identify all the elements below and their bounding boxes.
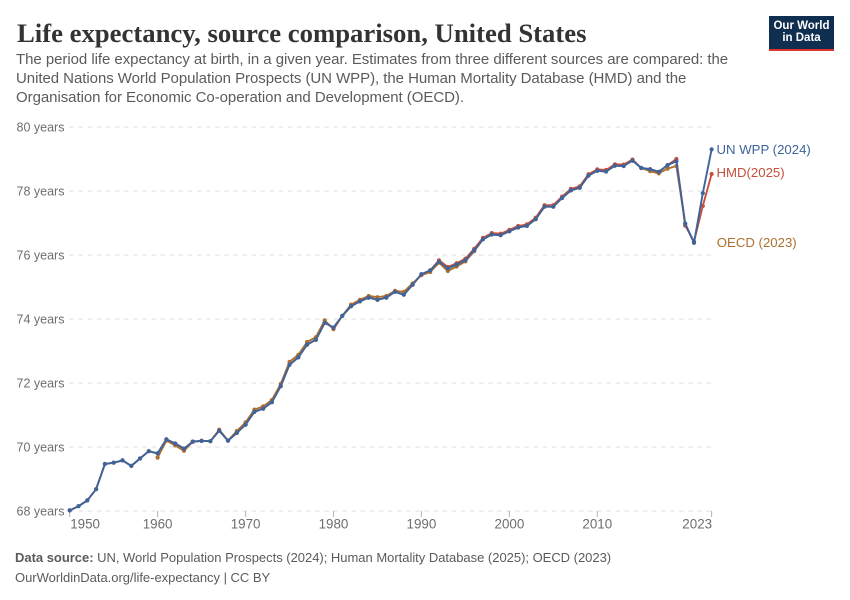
svg-text:1960: 1960 [143,517,173,532]
svg-text:2023: 2023 [682,517,712,532]
svg-text:1970: 1970 [231,517,261,532]
svg-text:80 years: 80 years [17,120,65,134]
svg-text:1990: 1990 [407,517,437,532]
svg-text:68 years: 68 years [17,504,65,518]
svg-text:78 years: 78 years [17,184,65,198]
svg-text:2010: 2010 [582,517,612,532]
svg-text:1950: 1950 [70,517,100,532]
svg-text:72 years: 72 years [17,376,65,390]
svg-text:1980: 1980 [319,517,349,532]
svg-text:OECD (2023): OECD (2023) [717,235,797,250]
svg-text:76 years: 76 years [17,248,65,262]
svg-text:UN WPP (2024): UN WPP (2024) [717,142,811,157]
svg-text:HMD(2025): HMD(2025) [717,165,785,180]
svg-text:70 years: 70 years [17,440,65,454]
svg-text:74 years: 74 years [17,312,65,326]
svg-text:2000: 2000 [495,517,525,532]
